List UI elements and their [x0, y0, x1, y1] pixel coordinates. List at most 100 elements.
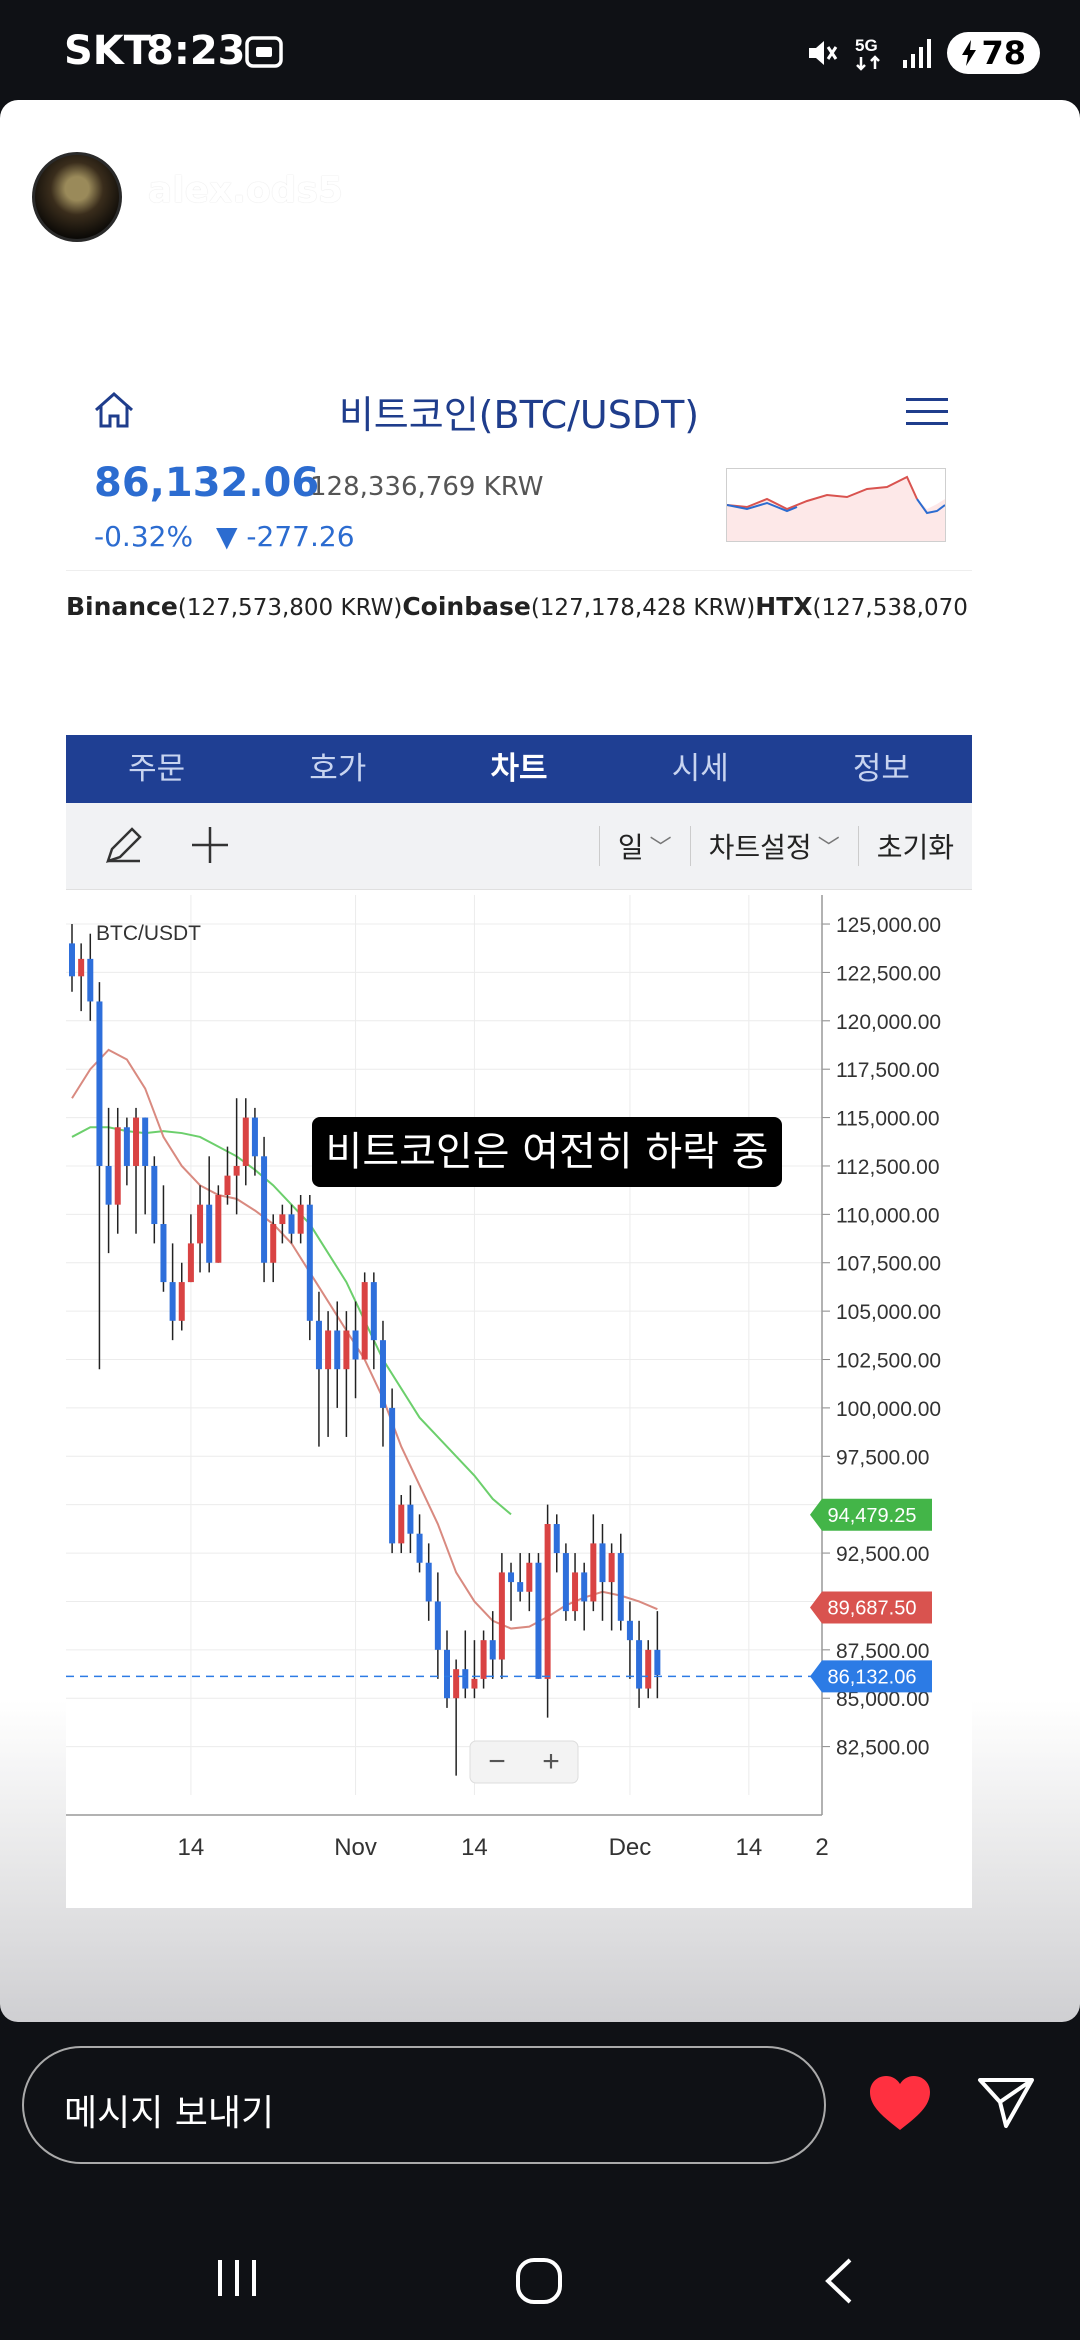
progress-segment [602, 122, 714, 127]
candle-body [251, 1117, 258, 1157]
clock: 8:23 [146, 28, 246, 74]
candle-body [87, 958, 94, 1002]
mute-icon [809, 41, 838, 65]
candle-body [425, 1562, 432, 1602]
screen-capture-icon [245, 36, 283, 68]
candle-body [398, 1504, 405, 1544]
price-marker-label: 89,687.50 [828, 1598, 917, 1620]
candle-body [608, 1553, 615, 1583]
current-price: 86,132.06 [94, 460, 320, 506]
heart-icon[interactable] [868, 2074, 932, 2132]
zoom-out-icon: − [488, 1745, 506, 1778]
candle-body [334, 1330, 341, 1370]
recent-apps-icon[interactable] [214, 2256, 260, 2300]
candle-body [133, 1117, 140, 1166]
send-icon[interactable] [976, 2072, 1036, 2132]
candle-body [617, 1553, 624, 1621]
x-tick-label: 2 [815, 1834, 828, 1861]
price-marker [810, 1591, 932, 1624]
home-button-icon[interactable] [514, 2256, 564, 2306]
candle-body [645, 1649, 652, 1689]
price-marker [810, 1660, 932, 1693]
progress-segment [131, 122, 243, 127]
price-marker-label: 94,479.25 [828, 1505, 917, 1527]
x-tick-label: 14 [178, 1834, 205, 1861]
y-tick-label: 110,000.00 [836, 1204, 940, 1227]
candle-body [370, 1282, 377, 1341]
candle-body [434, 1601, 441, 1650]
message-input[interactable]: 메시지 보내기 [22, 2046, 826, 2164]
chart-background [66, 895, 972, 1905]
interval-select: 일 [617, 831, 644, 864]
chevron-down-icon: ﹀ [817, 836, 840, 861]
message-placeholder: 메시지 보내기 [64, 2093, 275, 2134]
status-bar: SKT 8:23 5G 78 [0, 0, 1080, 100]
y-tick-label: 105,000.00 [836, 1301, 941, 1324]
candle-body [224, 1175, 231, 1195]
candle-body [498, 1572, 505, 1660]
exchange-binance: Binance(127,573,800 KRW) [66, 591, 403, 621]
price-marker [810, 1498, 932, 1531]
candle-body [572, 1572, 579, 1612]
candle-body [78, 958, 85, 977]
tab-orderbook: 호가 [309, 751, 367, 787]
more-options-icon[interactable] [1024, 166, 1036, 222]
candle-body [288, 1214, 295, 1234]
candle-body [114, 1127, 121, 1205]
zoom-control [469, 1740, 579, 1784]
candle-body [526, 1562, 533, 1592]
reset-button: 초기화 [876, 831, 954, 864]
candle-body [453, 1669, 460, 1699]
candle-body [626, 1620, 633, 1641]
candle-body [462, 1669, 469, 1689]
candle-body [562, 1553, 569, 1612]
x-tick-label: Nov [334, 1834, 377, 1861]
y-tick-label: 115,000.00 [836, 1108, 940, 1131]
candle-body [197, 1204, 204, 1244]
exchange-prices: Binance(127,573,800 KRW) Coinbase(127,17… [66, 570, 972, 641]
y-tick-label: 97,500.00 [836, 1446, 929, 1469]
candle-body [352, 1330, 359, 1360]
story-username[interactable]: alex.ods5 [148, 170, 343, 211]
change-amount: ▼ -277.26 [216, 520, 355, 553]
chart-symbol-label: BTC/USDT [96, 922, 201, 945]
candle-body [508, 1572, 515, 1583]
candle-body [361, 1282, 368, 1360]
y-tick-label: 122,500.00 [836, 962, 941, 985]
candle-body [279, 1214, 286, 1225]
candle-body [389, 1407, 396, 1544]
y-tick-label: 100,000.00 [836, 1398, 941, 1421]
candle-body [553, 1524, 560, 1554]
candle-body [123, 1127, 130, 1166]
story-caption-box [312, 1117, 782, 1187]
back-icon[interactable] [820, 2256, 860, 2306]
story-time: 1시간 [360, 180, 445, 220]
status-icons: 5G 78 [805, 28, 1040, 78]
plus-icon [192, 827, 228, 863]
sparkline-chart [726, 468, 946, 542]
candle-body [261, 1156, 268, 1263]
candle-body [535, 1562, 542, 1679]
candle-body [206, 1204, 213, 1263]
candle-body [215, 1195, 222, 1263]
progress-segment [720, 122, 831, 127]
page-title: 비트코인(BTC/USDT) [338, 393, 700, 437]
candle-body [325, 1330, 332, 1370]
candle-body [581, 1572, 588, 1602]
y-tick-label: 117,500.00 [836, 1059, 940, 1082]
charging-icon [962, 40, 977, 66]
candle-body [142, 1117, 149, 1166]
exchange-coinbase: Coinbase(127,178,428 KRW) [402, 591, 756, 621]
candle-body [444, 1649, 450, 1699]
battery-level: 78 [981, 34, 1026, 72]
candle-body [379, 1340, 386, 1408]
candle-body [105, 1165, 112, 1205]
y-tick-label: 125,000.00 [836, 914, 941, 937]
candle-body [544, 1524, 551, 1679]
progress-segment [955, 122, 1067, 127]
avatar[interactable] [32, 152, 122, 242]
progress-segment [837, 122, 949, 127]
system-nav-bar [0, 2220, 1080, 2340]
story-viewer[interactable]: alex.ods5 1시간 비트코인(BTC/USDT) 86,132.06 1… [0, 100, 1080, 2022]
y-tick-label: 102,500.00 [836, 1350, 941, 1373]
